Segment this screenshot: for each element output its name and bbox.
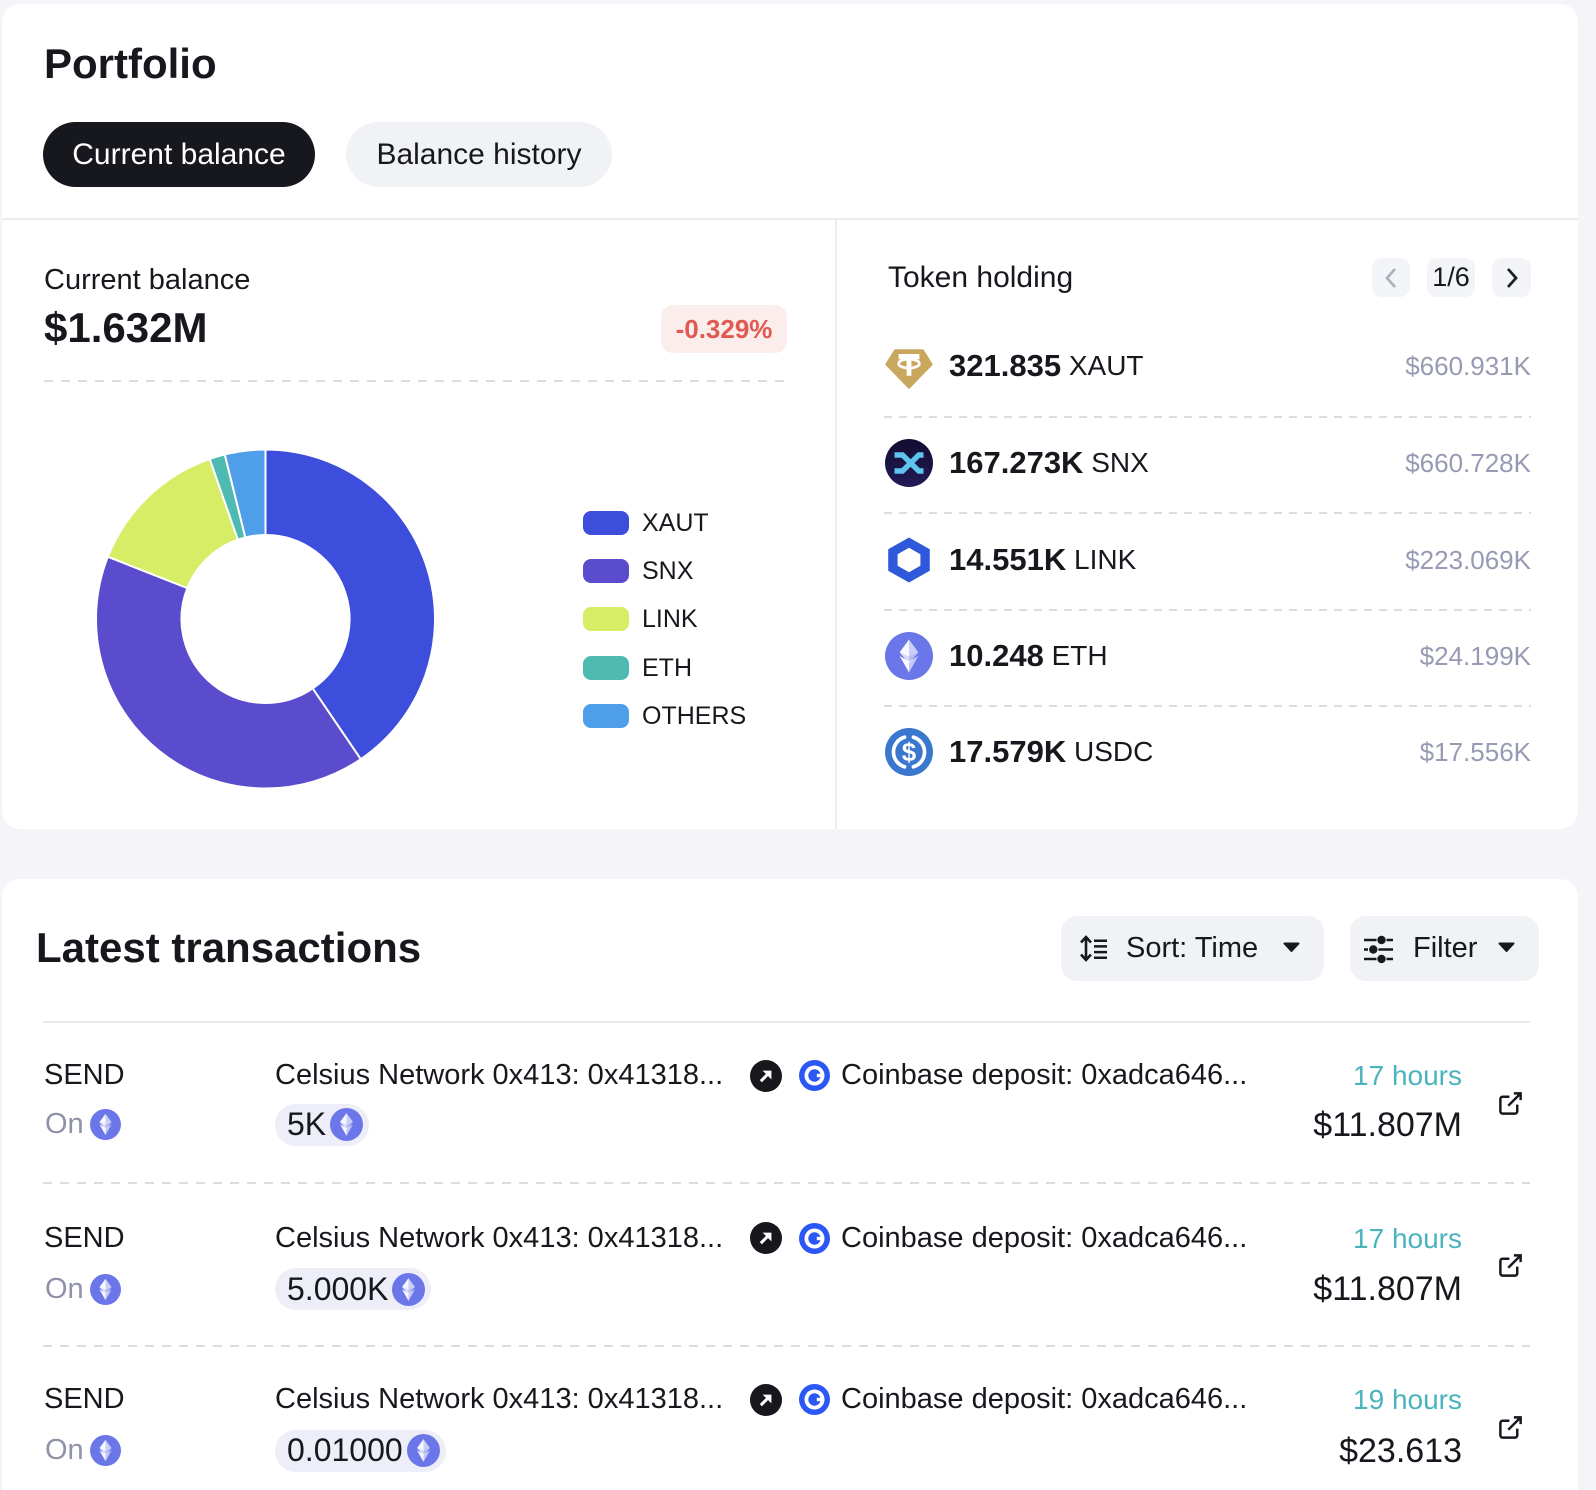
svg-text:$: $: [902, 737, 917, 767]
